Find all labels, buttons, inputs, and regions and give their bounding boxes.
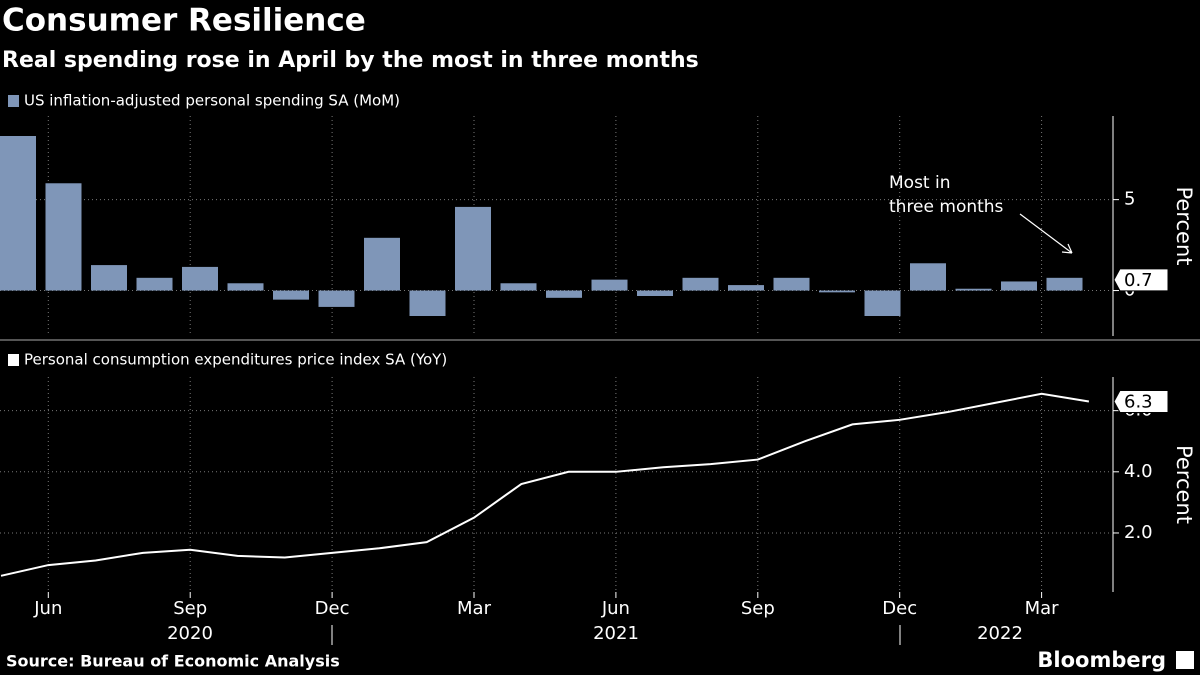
y-tick-label: 2.0 (1124, 522, 1153, 543)
bar (1046, 277, 1083, 291)
bar (273, 290, 309, 300)
bar (227, 283, 264, 291)
brand: Bloomberg (1037, 648, 1166, 672)
x-tick-label: Sep (173, 598, 207, 619)
year-label: 2020 (167, 623, 213, 644)
line (0, 392, 1090, 577)
year-label: 2021 (593, 623, 639, 644)
year-label: 2022 (977, 623, 1023, 644)
annotation: Most in (889, 173, 951, 193)
bar (182, 266, 218, 291)
bar (910, 263, 946, 291)
annotation-arrow (1019, 213, 1073, 254)
bar (91, 265, 127, 291)
legend-label: US inflation-adjusted personal spending … (24, 92, 400, 110)
legend-swatch (8, 354, 19, 366)
y-axis-label: Percent (1172, 186, 1196, 265)
bar (546, 290, 582, 298)
x-tick-label: Jun (33, 598, 62, 619)
x-tick-label: Mar (457, 598, 492, 619)
bar (819, 290, 855, 293)
bar (364, 237, 400, 291)
bar (591, 279, 628, 291)
value-label-box (1113, 268, 1169, 292)
bar (500, 283, 537, 291)
title: Consumer Resilience (2, 3, 366, 39)
bar (728, 285, 764, 291)
bar (682, 277, 719, 291)
x-tick-label: Sep (741, 598, 775, 619)
source: Source: Bureau of Economic Analysis (6, 652, 340, 671)
y-axis-label: Percent (1172, 445, 1196, 524)
bar (318, 290, 355, 307)
y-tick-label: 5 (1124, 189, 1135, 210)
x-tick-label: Mar (1025, 598, 1060, 619)
annotation: three months (889, 197, 1004, 217)
bar (864, 290, 901, 316)
x-tick-label: Jun (601, 598, 630, 619)
value-label: 0.7 (1124, 270, 1153, 291)
legend-swatch (8, 95, 19, 107)
bar (1001, 281, 1037, 291)
bar (637, 290, 673, 296)
legend-label: Personal consumption expenditures price … (24, 351, 447, 369)
value-label-box (1113, 389, 1169, 413)
bar (409, 290, 446, 316)
bar (955, 288, 992, 291)
brand-icon (1176, 651, 1194, 669)
bar (136, 277, 173, 291)
bar (45, 183, 82, 291)
x-tick-label: Dec (315, 598, 350, 619)
y-tick-label: 4.0 (1124, 461, 1153, 482)
x-tick-label: Dec (882, 598, 917, 619)
subtitle: Real spending rose in April by the most … (2, 48, 699, 73)
bar (455, 206, 491, 291)
value-label: 6.3 (1124, 391, 1153, 412)
bar (773, 277, 810, 291)
bar (0, 136, 36, 291)
